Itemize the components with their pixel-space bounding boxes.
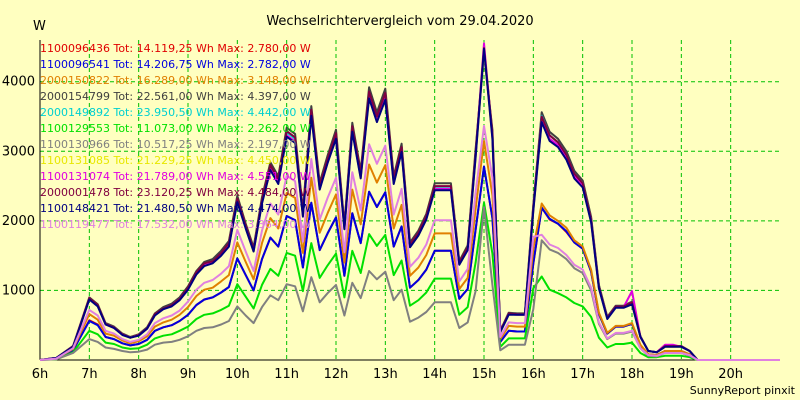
x-tick-label: 13h — [373, 367, 398, 382]
legend: 1100096436 Tot: 14.119,25 Wh Max: 2.780,… — [40, 42, 311, 231]
y-tick-label: 1000 — [2, 283, 35, 298]
legend-entry-1100096436: 1100096436 Tot: 14.119,25 Wh Max: 2.780,… — [40, 42, 311, 55]
legend-entry-1100131085: 1100131085 Tot: 21.229,25 Wh Max: 4.450,… — [40, 154, 311, 167]
y-tick-label: 3000 — [2, 144, 35, 159]
legend-entry-1100096541: 1100096541 Tot: 14.206,75 Wh Max: 2.782,… — [40, 58, 311, 71]
legend-entry-1100130966: 1100130966 Tot: 10.517,25 Wh Max: 2.197,… — [40, 138, 311, 151]
x-tick-label: 14h — [422, 367, 447, 382]
x-tick-label: 6h — [32, 367, 49, 382]
y-tick-label: 2000 — [2, 214, 35, 229]
axes: 6h 7h 8h 9h 10h 11h 12h 13h 14h 15h 16h 17h 18h 19h 20… — [2, 40, 780, 382]
x-tick-label: 11h — [274, 367, 299, 382]
legend-entry-1100119477: 1100119477 Tot: 17.532,00 Wh Max: 3.364,… — [40, 218, 311, 231]
legend-entry-2000150822: 2000150822 Tot: 16.289,00 Wh Max: 3.148,… — [40, 74, 311, 87]
x-tick-label: 7h — [81, 367, 98, 382]
series-line-1100119477 — [39, 125, 780, 361]
x-tick-label: 18h — [620, 367, 645, 382]
series-line-1100129553 — [39, 201, 780, 361]
x-tick-label: 17h — [570, 367, 595, 382]
series-line-1100148421 — [39, 47, 780, 361]
x-tick-label: 20h — [718, 367, 743, 382]
legend-entry-1100129553: 1100129553 Tot: 11.073,00 Wh Max: 2.262,… — [40, 122, 311, 135]
legend-entry-1100131074: 1100131074 Tot: 21.789,00 Wh Max: 4.551,… — [40, 170, 311, 183]
legend-entry-2000149892: 2000149892 Tot: 23.950,50 Wh Max: 4.442,… — [40, 106, 311, 119]
series-line-2000150822 — [39, 140, 780, 361]
legend-entry-2000154799: 2000154799 Tot: 22.561,00 Wh Max: 4.397,… — [40, 90, 311, 103]
series-lines — [39, 42, 780, 361]
footer-credit: SunnyReport pinxit — [690, 384, 796, 397]
y-axis-unit-label: W — [33, 19, 46, 34]
chart-title: Wechselrichtervergleich vom 29.04.2020 — [266, 14, 533, 29]
x-tick-label: 15h — [472, 367, 497, 382]
legend-entry-1100148421: 1100148421 Tot: 21.480,50 Wh Max: 4.474,… — [40, 202, 311, 215]
x-tick-label: 9h — [180, 367, 197, 382]
x-tick-label: 19h — [669, 367, 694, 382]
x-tick-label: 8h — [130, 367, 147, 382]
x-tick-label: 10h — [225, 367, 250, 382]
x-tick-label: 16h — [521, 367, 546, 382]
y-tick-label: 4000 — [2, 75, 35, 90]
plot-area — [40, 40, 780, 360]
legend-entry-2000001478: 2000001478 Tot: 23.120,25 Wh Max: 4.484,… — [40, 186, 311, 199]
x-tick-label: 12h — [324, 367, 349, 382]
